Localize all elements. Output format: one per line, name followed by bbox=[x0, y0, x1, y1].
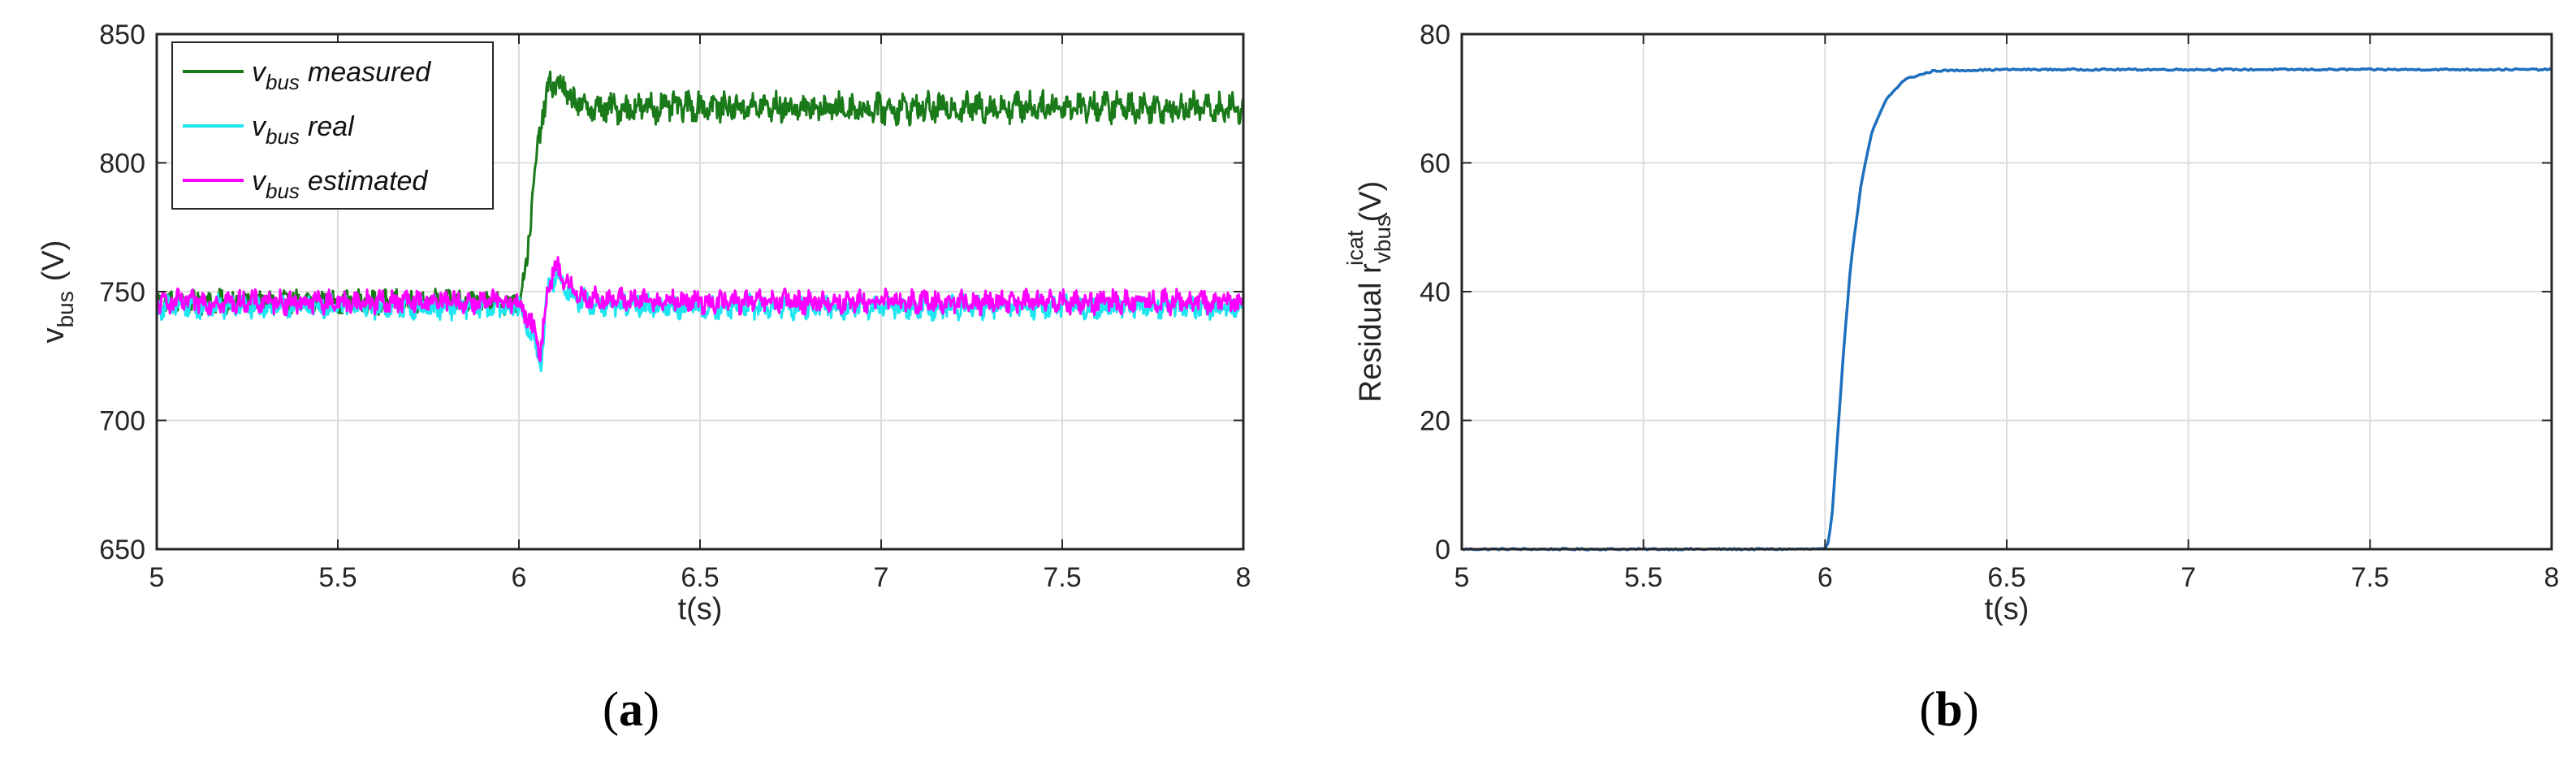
panel-b-caption: (b) bbox=[1919, 682, 1978, 736]
panel-b-xtick-label: 8 bbox=[2544, 562, 2560, 593]
panel-a-series-estimated bbox=[155, 256, 1245, 362]
panel-b-xlabel: t(s) bbox=[1985, 592, 2029, 626]
panel-a-xtick-label: 5.5 bbox=[318, 562, 357, 593]
panel-a-xtick-label: 5 bbox=[149, 562, 165, 593]
panel-b-ylabel-base: Residual r bbox=[1354, 263, 1388, 402]
panel-a-ylabel-sub: bus bbox=[53, 291, 78, 327]
panel-b-xtick-label: 5 bbox=[1454, 562, 1470, 593]
panel-a-ytick-label: 850 bbox=[99, 19, 145, 50]
panel-a-chart: 5 5.5 6 6.5 7 7.5 8 650 700 750 800 850 t(s) vbus (V… bbox=[37, 19, 1251, 736]
panel-a-ytick-label: 800 bbox=[99, 149, 145, 180]
legend-label-measured: vbus measured bbox=[252, 57, 431, 94]
panel-b-ylabel-unit: (V) bbox=[1354, 181, 1388, 223]
panel-a-xtick-label: 6 bbox=[512, 562, 527, 593]
legend-label-real: vbus real bbox=[252, 111, 355, 149]
panel-b-ytick-label: 0 bbox=[1435, 535, 1450, 565]
panel-b-ytick-label: 60 bbox=[1420, 149, 1450, 180]
panel-a-xtick-label: 6.5 bbox=[681, 562, 719, 593]
panel-b-xtick-label: 5.5 bbox=[1624, 562, 1662, 593]
panel-a-xtick-label: 8 bbox=[1236, 562, 1251, 593]
panel-b-xtick-label: 6.5 bbox=[1987, 562, 2025, 593]
panel-b-ylabel: Residual rvbusicat (V) bbox=[1342, 181, 1395, 402]
panel-a-ytick-label: 750 bbox=[99, 277, 145, 308]
panel-b-xtick-label: 7.5 bbox=[2351, 562, 2389, 593]
panel-a-ylabel-base: v bbox=[37, 327, 71, 343]
legend-label-estimated: vbus estimated bbox=[252, 166, 428, 203]
panel-b-ytick-label: 40 bbox=[1420, 277, 1450, 308]
legend-entry-measured: vbus measured bbox=[183, 57, 431, 94]
panel-a-ticks: 5 5.5 6 6.5 7 7.5 8 650 700 750 800 850 bbox=[99, 19, 1251, 593]
panel-a-legend: vbus measured vbus real vbus estimated bbox=[171, 41, 494, 210]
panel-a-ylabel-unit: (V) bbox=[37, 240, 71, 282]
panel-b-grid bbox=[1462, 34, 2552, 549]
panel-a-xtick-label: 7 bbox=[874, 562, 889, 593]
panel-a-caption: (a) bbox=[603, 682, 659, 736]
panel-a-ylabel: vbus (V) bbox=[37, 240, 78, 344]
panel-a-xlabel: t(s) bbox=[678, 592, 723, 626]
panel-a-series bbox=[155, 70, 1245, 373]
panel-a-ytick-label: 700 bbox=[99, 406, 145, 437]
panel-b-ytick-label: 20 bbox=[1420, 406, 1450, 437]
panel-b-ytick-label: 80 bbox=[1420, 19, 1450, 50]
panel-b-ylabel-sup: icat bbox=[1342, 230, 1368, 266]
panel-a-xtick-label: 7.5 bbox=[1043, 562, 1081, 593]
legend-entry-estimated: vbus estimated bbox=[183, 166, 428, 203]
panel-a-ytick-label: 650 bbox=[99, 535, 145, 565]
panel-b-xtick-label: 7 bbox=[2181, 562, 2196, 593]
panel-b-xtick-label: 6 bbox=[1817, 562, 1833, 593]
legend-entry-real: vbus real bbox=[183, 111, 355, 149]
panel-b-ylabel-sub: vbus bbox=[1370, 215, 1395, 263]
